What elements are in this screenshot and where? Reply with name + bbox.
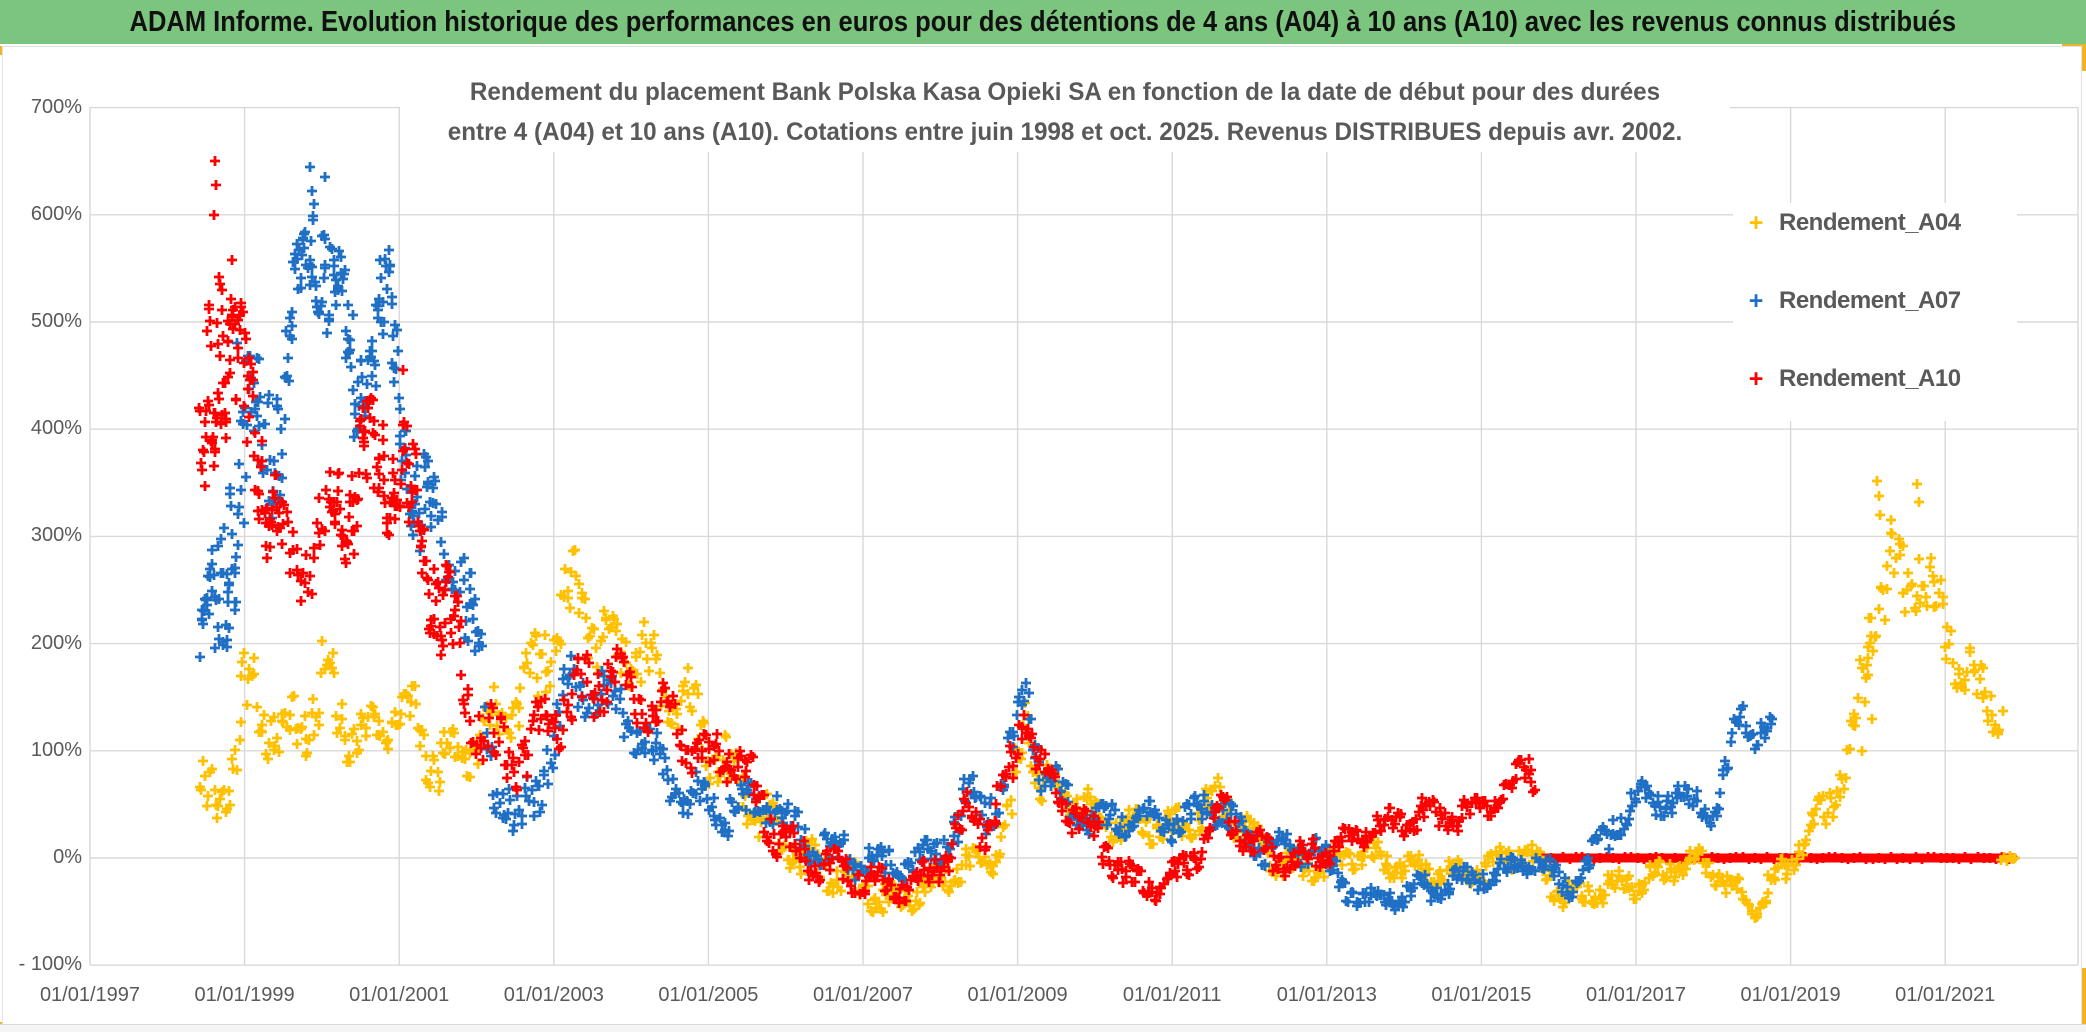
- x-axis-tick-label: 01/01/2017: [1585, 984, 1687, 1006]
- y-axis-tick-label: 700%: [30, 95, 82, 118]
- window-title-bar: ADAM Informe. Evolution historique des p…: [0, 0, 2086, 44]
- y-axis-tick-label: 300%: [30, 524, 82, 547]
- x-axis-tick-label: 01/01/2005: [658, 984, 759, 1006]
- x-axis-tick-label: 01/01/2009: [967, 984, 1068, 1006]
- x-axis-tick-label: 01/01/2015: [1431, 984, 1532, 1006]
- chart-title-line2: entre 4 (A04) et 10 ans (A10). Cotations…: [447, 118, 1683, 146]
- chart-title: Rendement du placement Bank Polska Kasa …: [400, 72, 1730, 152]
- plus-marker-icon: +: [1748, 365, 1764, 393]
- x-axis-tick-label: 01/01/2003: [503, 984, 604, 1006]
- y-axis-tick-label: 500%: [30, 310, 82, 332]
- y-axis-tick-label: - 100%: [18, 953, 82, 976]
- chart-legend: + Rendement_A04 + Rendement_A07 + Rendem…: [1733, 203, 2017, 421]
- x-axis-tick-label: 01/01/2019: [1740, 984, 1841, 1006]
- plus-marker-icon: +: [1748, 209, 1764, 237]
- legend-label-a10: Rendement_A10: [1779, 365, 1961, 392]
- x-axis-tick-label: 01/01/2007: [812, 984, 914, 1006]
- x-axis-tick-label: 01/01/2001: [349, 984, 450, 1006]
- x-axis-tick-label: 01/01/1997: [39, 984, 141, 1006]
- legend-label-a07: Rendement_A07: [1779, 287, 1961, 314]
- window-title: ADAM Informe. Evolution historique des p…: [129, 5, 1957, 38]
- y-axis-tick-label: 400%: [30, 417, 82, 440]
- y-axis-tick-label: 100%: [30, 738, 82, 761]
- x-axis-tick-label: 01/01/1999: [194, 984, 295, 1006]
- y-axis-tick-label: 0%: [53, 846, 82, 868]
- y-axis-tick-label: 200%: [30, 631, 82, 654]
- legend-item-a07: + Rendement_A07: [1733, 281, 2017, 321]
- legend-label-a04: Rendement_A04: [1779, 209, 1961, 236]
- bottom-strip: [0, 1024, 2086, 1032]
- chart-title-line1: Rendement du placement Bank Polska Kasa …: [469, 78, 1661, 106]
- x-axis-tick-label: 01/01/2021: [1895, 984, 1996, 1006]
- x-axis-tick-label: 01/01/2011: [1122, 984, 1222, 1006]
- legend-item-a10: + Rendement_A10: [1733, 359, 2017, 399]
- legend-item-a04: + Rendement_A04: [1733, 203, 2017, 243]
- y-axis-tick-label: 600%: [30, 202, 82, 225]
- x-axis-tick-label: 01/01/2013: [1276, 984, 1377, 1006]
- plus-marker-icon: +: [1748, 287, 1764, 315]
